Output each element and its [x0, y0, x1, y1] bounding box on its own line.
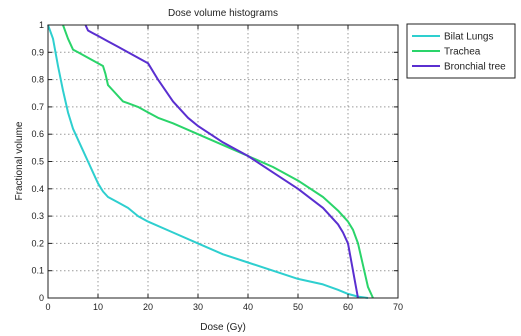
legend-label-bilat-lungs: Bilat Lungs	[444, 32, 493, 43]
plot-area	[48, 25, 398, 298]
x-tick-label: 20	[143, 302, 153, 312]
axis-ticks: 0 10 20 30 40 50 60 70 0 0.1 0.2 0.3 0.4 0.5 0.6 0.7 0.8…	[31, 20, 403, 312]
x-tick-label: 40	[243, 302, 253, 312]
legend-label-trachea: Trachea	[444, 47, 481, 58]
y-axis-label: Fractional volume	[14, 121, 25, 200]
series-line-bronchial-tree	[84, 24, 359, 299]
y-tick-label: 0.8	[31, 75, 44, 85]
y-tick-label: 0.9	[31, 47, 44, 57]
y-tick-label: 0.4	[31, 184, 44, 194]
series-line-bilat-lungs	[47, 24, 369, 299]
y-tick-label: 0.5	[31, 157, 44, 167]
y-tick-label: 0.2	[31, 238, 44, 248]
x-tick-label: 60	[343, 302, 353, 312]
x-tick-label: 30	[193, 302, 203, 312]
y-tick-label: 0.3	[31, 211, 44, 221]
y-tick-label: 0.7	[31, 102, 44, 112]
legend-items: Bilat Lungs Trachea Bronchial tree	[412, 32, 506, 73]
x-axis-label: Dose (Gy)	[200, 322, 246, 333]
legend: Bilat Lungs Trachea Bronchial tree	[406, 23, 516, 79]
legend-label-bronchial-tree: Bronchial tree	[444, 62, 506, 73]
chart-title: Dose volume histograms	[168, 8, 278, 19]
series-line-trachea	[62, 24, 374, 299]
x-tick-label: 50	[293, 302, 303, 312]
grid-lines	[48, 25, 398, 298]
series-lines	[47, 24, 374, 299]
y-tick-label: 0.6	[31, 129, 44, 139]
y-tick-label: 0.1	[31, 266, 44, 276]
x-tick-label: 0	[45, 302, 50, 312]
y-tick-label: 0	[39, 293, 44, 303]
x-tick-label: 10	[93, 302, 103, 312]
x-tick-label: 70	[393, 302, 403, 312]
y-tick-label: 1	[39, 20, 44, 30]
